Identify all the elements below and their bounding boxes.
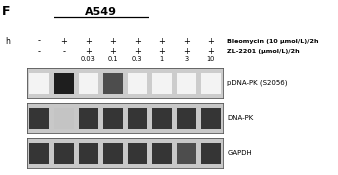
Text: h: h (5, 37, 10, 46)
Text: DNA-PK: DNA-PK (227, 115, 254, 121)
Text: +: + (208, 37, 214, 46)
Text: +: + (183, 47, 190, 56)
Text: -: - (62, 47, 65, 56)
Text: -: - (38, 37, 41, 46)
Bar (127, 143, 147, 163)
Text: -: - (38, 47, 41, 56)
Bar (78, 73, 98, 93)
Bar (176, 73, 196, 93)
Text: ZL-2201 (μmol/L)/2h: ZL-2201 (μmol/L)/2h (227, 49, 300, 54)
Text: 0.03: 0.03 (81, 56, 96, 62)
Text: +: + (85, 47, 92, 56)
Bar (176, 143, 196, 163)
Text: +: + (110, 47, 116, 56)
Text: 3: 3 (184, 56, 188, 62)
Bar (152, 108, 172, 128)
Text: +: + (159, 47, 165, 56)
Text: 0.3: 0.3 (132, 56, 143, 62)
Text: Bleomycin (10 μmol/L)/2h: Bleomycin (10 μmol/L)/2h (227, 39, 319, 44)
Text: +: + (61, 37, 67, 46)
Bar (103, 143, 123, 163)
Bar (152, 143, 172, 163)
Text: A549: A549 (86, 7, 117, 17)
Bar (29, 143, 49, 163)
Bar (127, 73, 147, 93)
Bar (29, 108, 49, 128)
Bar (29, 73, 49, 93)
Text: GAPDH: GAPDH (227, 150, 252, 156)
Text: +: + (134, 47, 141, 56)
Bar (103, 73, 123, 93)
Bar (78, 108, 98, 128)
Text: +: + (159, 37, 165, 46)
Text: +: + (183, 37, 190, 46)
Bar (54, 108, 74, 128)
Text: 10: 10 (207, 56, 215, 62)
Text: 0.1: 0.1 (107, 56, 118, 62)
Text: +: + (85, 37, 92, 46)
Text: +: + (110, 37, 116, 46)
Bar (78, 143, 98, 163)
Bar (103, 108, 123, 128)
Bar (127, 108, 147, 128)
Bar (201, 143, 221, 163)
Bar (152, 73, 172, 93)
Text: F: F (2, 5, 10, 18)
Bar (201, 108, 221, 128)
Text: +: + (208, 47, 214, 56)
Bar (54, 143, 74, 163)
Text: 1: 1 (160, 56, 164, 62)
Bar (54, 73, 74, 93)
Bar (201, 73, 221, 93)
Text: pDNA-PK (S2056): pDNA-PK (S2056) (227, 80, 288, 86)
Bar (176, 108, 196, 128)
Text: +: + (134, 37, 141, 46)
